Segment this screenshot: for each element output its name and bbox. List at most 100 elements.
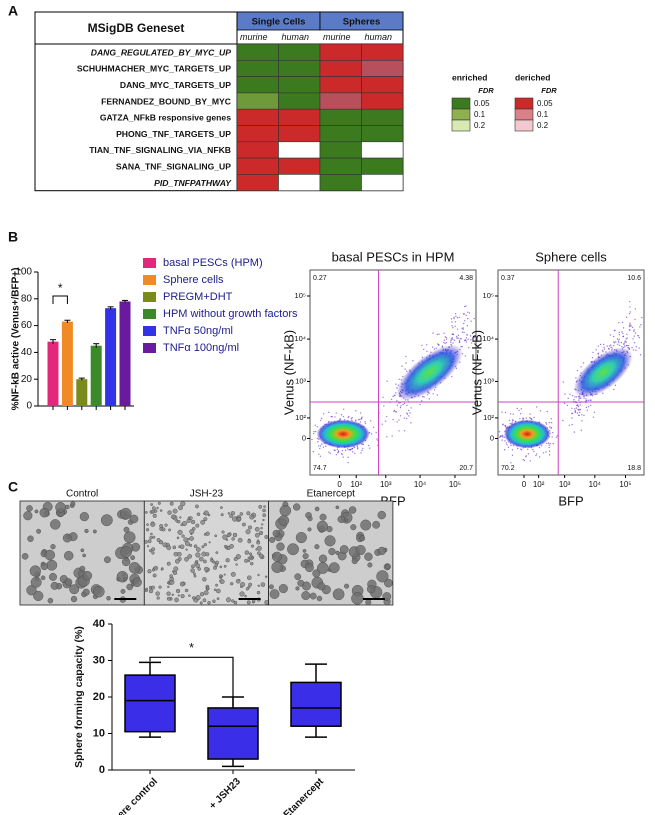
event-dot — [470, 339, 472, 341]
event-dot — [328, 451, 330, 453]
event-dot — [421, 344, 423, 347]
event-dot — [329, 452, 332, 454]
event-dot — [550, 418, 552, 420]
sphere — [260, 526, 263, 530]
event-dot — [461, 331, 464, 333]
event-dot — [640, 324, 642, 326]
event-dot — [585, 400, 587, 402]
event-dot — [352, 451, 354, 453]
event-dot — [320, 419, 322, 421]
event-dot — [376, 438, 378, 440]
sphere — [328, 562, 340, 574]
sphere — [196, 512, 201, 517]
sphere — [120, 507, 132, 520]
event-dot — [611, 347, 613, 349]
sphere — [256, 539, 260, 542]
event-dot — [634, 318, 636, 321]
significance-label: * — [189, 640, 194, 655]
sphere — [171, 593, 174, 596]
sphere — [365, 599, 372, 606]
panel-label: A — [8, 3, 18, 19]
event-dot — [573, 431, 576, 433]
event-dot — [432, 332, 434, 334]
sphere — [84, 528, 89, 534]
event-dot — [591, 356, 594, 359]
event-dot — [618, 334, 620, 336]
sphere — [335, 505, 340, 510]
event-dot — [525, 455, 527, 458]
event-dot — [467, 317, 469, 320]
event-dot — [452, 327, 454, 329]
event-dot — [337, 451, 339, 454]
heatmap-cell — [319, 108, 362, 126]
event-dot — [578, 414, 580, 417]
event-dot — [610, 344, 612, 346]
event-dot — [398, 402, 400, 404]
event-dot — [353, 446, 356, 449]
event-dot — [548, 444, 550, 446]
sphere — [385, 563, 391, 570]
sphere — [324, 535, 336, 547]
event-dot — [601, 349, 604, 352]
y-tick-label: 10⁵ — [483, 291, 494, 300]
event-dot — [400, 405, 402, 407]
event-dot — [395, 383, 397, 385]
event-dot — [340, 414, 343, 416]
event-dot — [368, 447, 371, 449]
event-dot — [319, 455, 322, 457]
sphere — [171, 570, 175, 573]
species-label: human — [282, 32, 310, 42]
event-dot — [463, 305, 466, 308]
event-dot — [631, 347, 633, 349]
event-dot — [614, 384, 617, 387]
event-dot — [587, 405, 590, 408]
sphere — [175, 558, 180, 564]
sphere — [34, 509, 39, 514]
sphere — [249, 552, 253, 556]
heatmap-cell — [361, 92, 404, 110]
sphere — [250, 544, 255, 548]
event-dot — [451, 337, 454, 339]
sphere — [301, 591, 311, 601]
event-dot — [464, 355, 467, 357]
y-tick-label: 30 — [93, 654, 105, 666]
legend-fdr: FDR — [541, 86, 557, 95]
event-dot — [549, 442, 552, 445]
event-dot — [615, 341, 617, 343]
event-dot — [550, 427, 552, 429]
y-tick-label: 10⁵ — [295, 291, 306, 300]
sphere — [195, 595, 201, 601]
event-dot — [535, 406, 538, 408]
species-label: human — [365, 32, 393, 42]
sphere — [222, 534, 228, 540]
sphere — [316, 520, 329, 533]
sphere — [193, 544, 198, 548]
x-tick-label: + Etanercept — [276, 776, 327, 815]
quadrant-value: 0.27 — [313, 275, 327, 282]
sphere — [130, 555, 136, 561]
event-dot — [456, 335, 458, 338]
sphere — [203, 533, 207, 536]
event-dot — [548, 454, 551, 456]
event-dot — [581, 414, 583, 416]
sphere — [202, 598, 207, 603]
event-dot — [437, 344, 440, 346]
sphere — [181, 534, 185, 538]
sphere — [197, 567, 201, 571]
event-dot — [527, 453, 530, 455]
sphere — [168, 528, 172, 532]
event-dot — [633, 341, 636, 344]
event-dot — [405, 417, 408, 420]
event-dot — [463, 331, 465, 334]
event-dot — [589, 404, 592, 407]
event-dot — [451, 321, 453, 323]
event-dot — [406, 413, 409, 415]
event-dot — [466, 334, 468, 336]
sphere — [367, 562, 373, 568]
y-tick-label: 80 — [21, 293, 33, 304]
sphere — [263, 505, 266, 508]
sphere — [316, 595, 323, 602]
sphere — [264, 600, 269, 605]
sphere — [219, 579, 222, 582]
sphere — [223, 564, 227, 568]
